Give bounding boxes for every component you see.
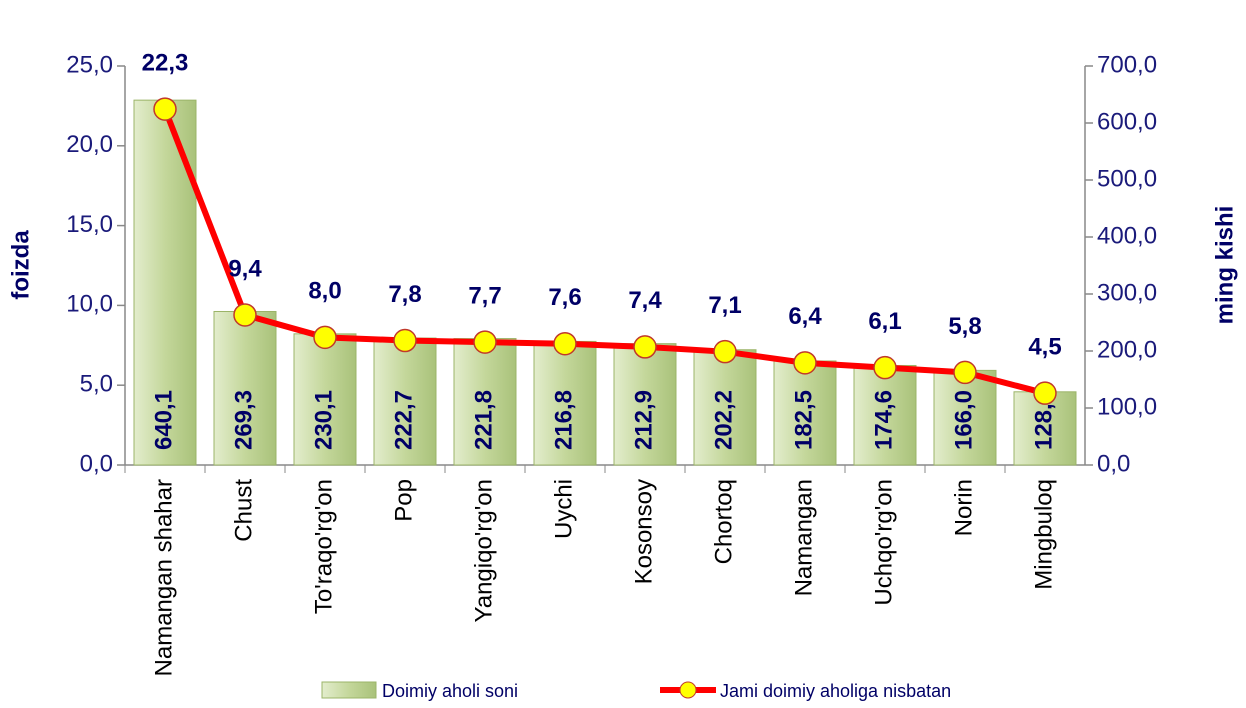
bar xyxy=(533,340,597,466)
line-marker xyxy=(313,325,337,350)
line-value-label: 6,4 xyxy=(788,303,822,330)
bar-value-label: 230,1 xyxy=(310,390,337,450)
y2-axis-title: ming kishi xyxy=(1211,206,1238,325)
y2-tick-label: 0,0 xyxy=(1097,450,1130,477)
bar-value-label: 212,9 xyxy=(630,390,657,450)
bar-value-label: 269,3 xyxy=(230,390,257,450)
bar xyxy=(853,364,917,466)
x-tick-label: Kosonsoy xyxy=(630,479,657,584)
bar xyxy=(773,360,837,466)
bar-value-label: 640,1 xyxy=(150,390,177,450)
legend-marker xyxy=(679,681,697,699)
y2-tick-label: 300,0 xyxy=(1097,279,1157,306)
x-tick-label: Norin xyxy=(950,479,977,536)
y-tick-label: 25,0 xyxy=(66,51,113,78)
y-axis-title: foizda xyxy=(7,230,34,300)
line-value-label: 8,0 xyxy=(308,278,341,305)
y-tick-label: 20,0 xyxy=(66,131,113,158)
line-value-label: 9,4 xyxy=(228,255,262,282)
x-tick-label: Uychi xyxy=(550,479,577,539)
bar-value-label: 202,2 xyxy=(710,390,737,450)
bar-value-label: 221,8 xyxy=(470,390,497,450)
bar-value-label: 216,8 xyxy=(550,390,577,450)
line-marker xyxy=(873,355,897,380)
x-tick-label: Chortoq xyxy=(710,479,737,564)
y-tick-label: 15,0 xyxy=(66,211,113,238)
x-tick-label: Pop xyxy=(390,479,417,522)
y2-tick-label: 700,0 xyxy=(1097,51,1157,78)
line-value-label: 4,5 xyxy=(1028,334,1061,361)
bar-value-label: 222,7 xyxy=(390,390,417,450)
x-tick-label: Yangiqo'rg'on xyxy=(470,479,497,623)
line-marker xyxy=(793,351,817,375)
x-tick-label: Namangan xyxy=(790,479,817,596)
y-tick-label: 0,0 xyxy=(80,450,113,477)
y-tick-label: 10,0 xyxy=(66,291,113,318)
bar xyxy=(213,310,277,466)
line-marker xyxy=(953,360,977,385)
x-tick-label: Uchqo'rg'on xyxy=(870,479,897,606)
bar xyxy=(293,333,357,466)
legend-label: Doimiy aholi soni xyxy=(382,681,518,701)
line-marker xyxy=(153,97,177,121)
legend-label: Jami doimiy aholiga nisbatan xyxy=(720,681,951,701)
y2-tick-label: 100,0 xyxy=(1097,393,1157,420)
legend-swatch xyxy=(321,681,377,699)
line-marker xyxy=(473,330,497,354)
y2-tick-label: 500,0 xyxy=(1097,165,1157,192)
bar-value-label: 166,0 xyxy=(950,390,977,450)
line-marker xyxy=(633,335,657,359)
line-value-label: 7,6 xyxy=(548,284,581,311)
bar-value-label: 182,5 xyxy=(790,390,817,450)
y-tick-label: 5,0 xyxy=(80,371,113,398)
bar xyxy=(693,349,757,466)
line-marker xyxy=(713,339,737,364)
line-value-label: 7,1 xyxy=(708,292,741,319)
y2-tick-label: 600,0 xyxy=(1097,108,1157,135)
line-value-label: 7,7 xyxy=(468,282,501,309)
line-marker xyxy=(393,328,417,353)
y2-tick-label: 400,0 xyxy=(1097,222,1157,249)
line-value-label: 22,3 xyxy=(142,49,189,76)
line-value-label: 7,8 xyxy=(388,281,421,308)
bar xyxy=(453,338,517,466)
bar-value-label: 174,6 xyxy=(870,390,897,450)
bar xyxy=(613,343,677,466)
x-tick-label: To'raqo'rg'on xyxy=(310,479,337,614)
line-value-label: 6,1 xyxy=(868,308,901,335)
line-value-label: 7,4 xyxy=(628,287,662,314)
line-marker xyxy=(233,303,257,327)
line-value-label: 5,8 xyxy=(948,313,981,340)
bar xyxy=(933,369,997,466)
y2-tick-label: 200,0 xyxy=(1097,336,1157,363)
line-marker xyxy=(553,331,577,356)
line-marker xyxy=(1033,381,1057,405)
x-tick-label: Chust xyxy=(230,479,257,542)
x-tick-label: Namangan shahar xyxy=(150,479,177,676)
x-tick-label: Mingbuloq xyxy=(1030,479,1057,590)
line xyxy=(162,108,1046,397)
